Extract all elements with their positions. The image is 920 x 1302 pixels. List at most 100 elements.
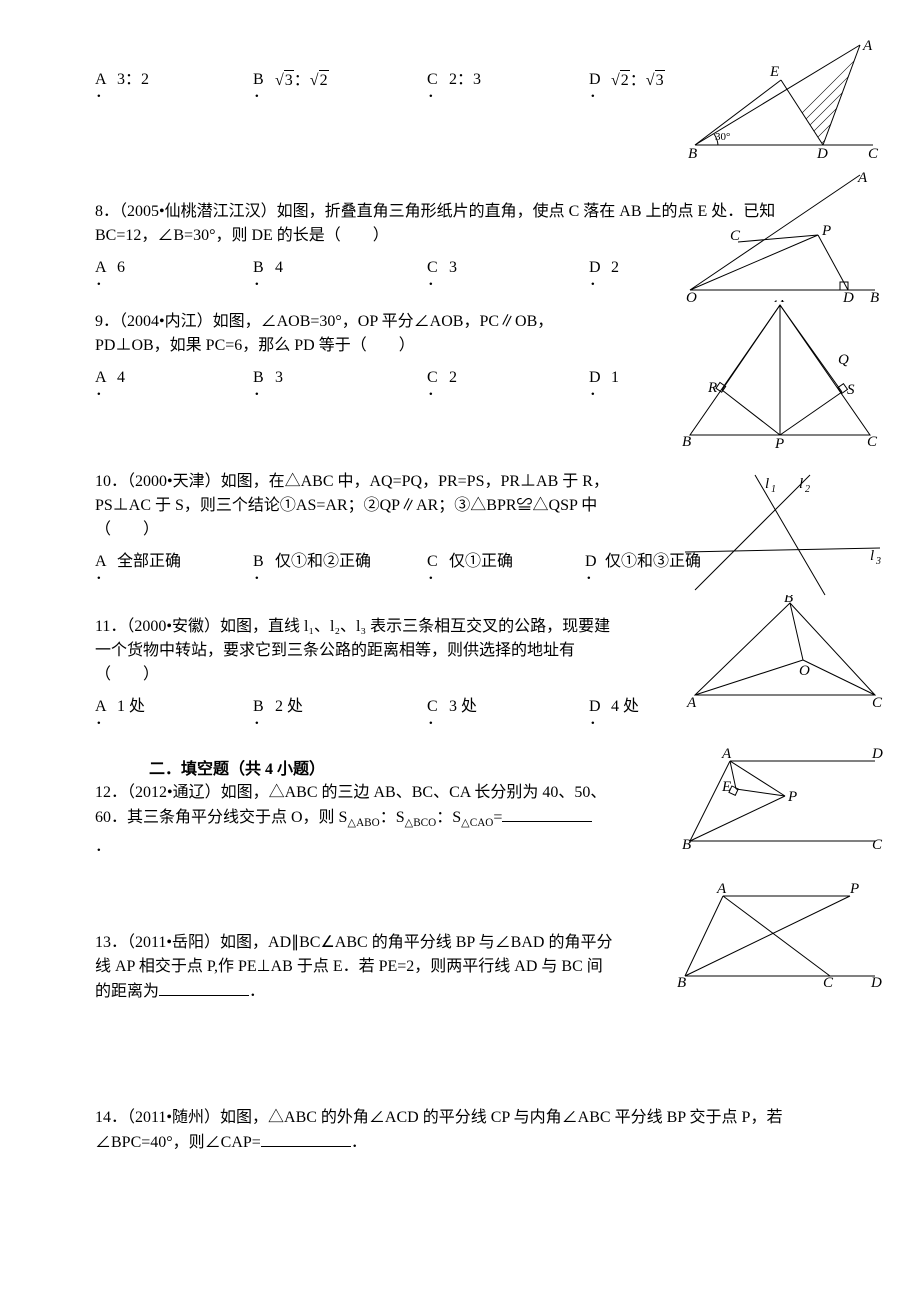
- question-11: A B C O 11．（2000•安徽）如图，直线 l₁、l₂、l₃ 表示三条相…: [95, 615, 825, 745]
- svg-text:P: P: [821, 223, 831, 239]
- option-letter: C．: [427, 552, 449, 571]
- q12-sep1: ：S: [380, 809, 405, 826]
- option-letter: B．: [253, 70, 275, 90]
- svg-text:B: B: [682, 434, 691, 450]
- q11-option-B: B．2 处: [253, 697, 427, 716]
- svg-text:A: A: [774, 300, 785, 306]
- option-letter: C．: [427, 697, 449, 716]
- question-10: l1 l2 l3 10．（2000•天津）如图，在△ABC 中，AQ=PQ，PR…: [95, 470, 825, 605]
- option-letter: B．: [253, 368, 275, 387]
- svg-text:l: l: [765, 476, 769, 492]
- svg-text:30°: 30°: [715, 131, 730, 143]
- option-text: 3: [275, 368, 283, 387]
- svg-text:O: O: [799, 663, 810, 679]
- option-text: 1 处: [117, 697, 145, 716]
- option-text: 1: [611, 368, 619, 387]
- q9-option-B: B．3: [253, 368, 427, 387]
- svg-text:l: l: [799, 476, 803, 492]
- svg-text:1: 1: [771, 484, 776, 495]
- q12-sub2: △BCO: [405, 817, 437, 829]
- option-letter: C．: [427, 368, 449, 387]
- option-text: 3: [449, 258, 457, 277]
- svg-text:A: A: [721, 746, 732, 762]
- question-13: A P B C D 13．（2011•岳阳）如图，AD∥BC∠ABC 的角平分线…: [95, 931, 825, 1041]
- q10-figure: l1 l2 l3: [680, 470, 885, 600]
- option-letter: A．: [95, 552, 117, 571]
- svg-text:B: B: [688, 146, 697, 160]
- option-text: 3：2: [117, 70, 149, 90]
- q7-option-B: B． 3：2: [253, 70, 427, 90]
- q9-option-C: C．2: [427, 368, 589, 387]
- question-9: A B C P R S Q 9．（2004•内江）如图，∠AOB=30°，OP …: [95, 310, 825, 460]
- q8-figure: A B C D O P: [680, 170, 885, 305]
- svg-text:A: A: [857, 170, 868, 186]
- svg-text:C: C: [872, 837, 883, 851]
- q8-option-A: A．6: [95, 258, 253, 277]
- option-text: 4: [117, 368, 125, 387]
- q12-equals: =: [493, 809, 502, 826]
- svg-text:2: 2: [805, 484, 810, 495]
- svg-text:P: P: [787, 789, 797, 805]
- option-letter: D．: [589, 697, 611, 716]
- option-letter: B．: [253, 258, 275, 277]
- q10-option-C: C．仅①正确: [427, 552, 585, 571]
- option-text: 全部正确: [117, 552, 181, 571]
- svg-text:C: C: [868, 146, 879, 160]
- option-text: 4 处: [611, 697, 639, 716]
- option-letter: A．: [95, 70, 117, 90]
- q7-figure: A B C D E 30°: [685, 40, 885, 160]
- q11-figure: A B C O: [680, 595, 885, 710]
- svg-text:C: C: [872, 695, 883, 710]
- q8-option-C: C．3: [427, 258, 589, 277]
- svg-text:C: C: [867, 434, 878, 450]
- option-letter: D．: [589, 258, 611, 277]
- svg-text:A: A: [862, 40, 873, 54]
- q8-option-B: B．4: [253, 258, 427, 277]
- option-letter: D．: [585, 552, 605, 571]
- q9-option-A: A．4: [95, 368, 253, 387]
- q12-figure: A D B C E P: [680, 746, 885, 851]
- svg-text:D: D: [816, 146, 828, 160]
- q13-blank[interactable]: [159, 979, 249, 996]
- option-letter: D．: [589, 368, 611, 387]
- q12-sub1: △ABO: [347, 817, 379, 829]
- svg-text:S: S: [847, 382, 855, 398]
- svg-text:B: B: [784, 595, 793, 606]
- option-letter: C．: [427, 258, 449, 277]
- q10-option-A: A．全部正确: [95, 552, 253, 571]
- svg-text:A: A: [686, 695, 697, 710]
- svg-text:E: E: [721, 779, 731, 795]
- svg-text:B: B: [677, 975, 686, 991]
- svg-text:D: D: [871, 746, 883, 762]
- q14-tail: ．: [351, 1134, 367, 1151]
- option-letter: C．: [427, 70, 449, 90]
- svg-text:D: D: [870, 975, 882, 991]
- option-text: 2 处: [275, 697, 303, 716]
- option-letter: A．: [95, 368, 117, 387]
- option-text: 3：2: [275, 70, 329, 90]
- option-text: 6: [117, 258, 125, 277]
- svg-text:C: C: [730, 228, 741, 244]
- option-letter: B．: [253, 552, 275, 571]
- option-text: 2: [449, 368, 457, 387]
- svg-text:P: P: [849, 881, 859, 897]
- q13-figure: A P B C D: [675, 881, 885, 991]
- question-8: A B C D O P 8．（2005•仙桃潜江江汉）如图，折叠直角三角形纸片的…: [95, 200, 825, 300]
- q12-blank[interactable]: [502, 805, 592, 822]
- q14-blank[interactable]: [261, 1130, 351, 1147]
- q14-stem: 14．（2011•随州）如图，△ABC 的外角∠ACD 的平分线 CP 与内角∠…: [95, 1106, 825, 1155]
- option-text: 2：3: [611, 70, 665, 90]
- svg-text:l: l: [870, 548, 874, 564]
- option-text: 2：3: [449, 70, 481, 90]
- option-text: 仅①和②正确: [275, 552, 385, 571]
- svg-text:3: 3: [875, 556, 881, 567]
- option-letter: B．: [253, 697, 275, 716]
- svg-text:A: A: [716, 881, 727, 897]
- option-text: 4: [275, 258, 283, 277]
- q12-sub3: △CAO: [461, 817, 493, 829]
- option-letter: A．: [95, 258, 117, 277]
- svg-text:Q: Q: [838, 352, 849, 368]
- svg-text:R: R: [707, 380, 717, 396]
- q9-figure: A B C P R S Q: [680, 300, 885, 450]
- option-text: 2: [611, 258, 619, 277]
